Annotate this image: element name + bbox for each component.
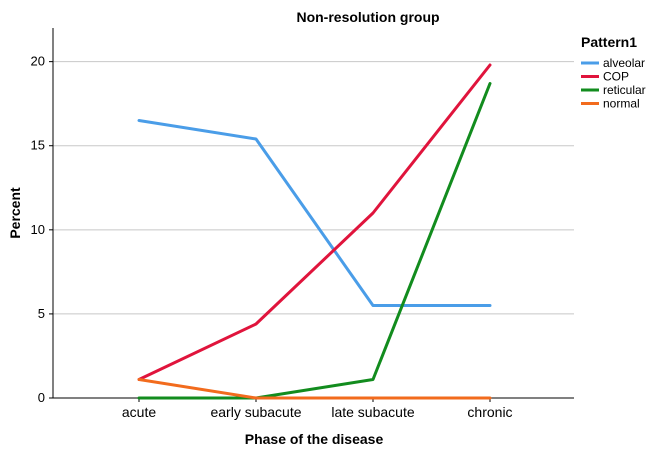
series-line-reticular xyxy=(137,82,492,400)
series-line-normal xyxy=(137,378,492,400)
x-tick-label: acute xyxy=(122,404,156,420)
y-ticks: 0 5 10 15 20 xyxy=(31,54,53,405)
legend-label-cop: COP xyxy=(603,70,629,84)
series-lines xyxy=(137,63,492,400)
series-line-cop xyxy=(137,63,492,381)
y-axis-title: Percent xyxy=(7,187,23,239)
y-tick-label: 10 xyxy=(31,222,45,237)
gridlines xyxy=(53,61,574,315)
chart-title: Non-resolution group xyxy=(296,9,439,25)
y-tick-label: 15 xyxy=(31,138,45,153)
x-tick-label: early subacute xyxy=(210,404,301,420)
series-line-alveolar xyxy=(137,119,492,307)
y-tick-label: 5 xyxy=(38,306,45,321)
x-tick-label: late subacute xyxy=(331,404,414,420)
y-tick-label: 0 xyxy=(38,390,45,405)
x-ticks: acute early subacute late subacute chronic xyxy=(122,398,513,420)
y-tick-label: 20 xyxy=(31,54,45,69)
legend-label-normal: normal xyxy=(603,97,640,111)
x-tick-label: chronic xyxy=(467,404,512,420)
legend-label-alveolar: alveolar xyxy=(603,56,645,70)
x-axis-title: Phase of the disease xyxy=(245,431,384,447)
legend-title: Pattern1 xyxy=(581,34,637,50)
axes xyxy=(52,28,574,399)
legend-label-reticular: reticular xyxy=(603,83,646,97)
